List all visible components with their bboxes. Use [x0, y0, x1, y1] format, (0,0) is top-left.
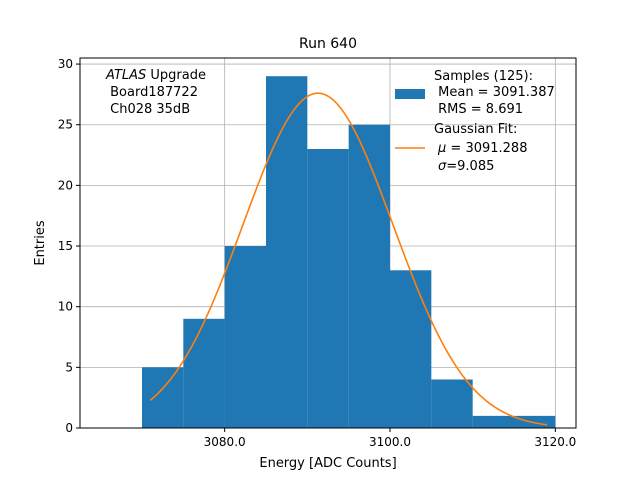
legend-samples-rms: RMS = 8.691 [434, 102, 523, 117]
histogram-bar [142, 367, 184, 428]
legend-mu-value: = 3091.288 [446, 141, 527, 156]
y-axis-ticks: 0 5 10 15 20 25 30 [58, 57, 80, 435]
y-tick-label: 30 [58, 57, 73, 71]
y-tick-label: 15 [58, 239, 73, 253]
y-tick-label: 0 [65, 421, 73, 435]
legend: Samples (125): Mean = 3091.387 RMS = 8.6… [395, 69, 555, 174]
annotation-upgrade-word: Upgrade [146, 68, 206, 83]
legend-samples-title: Samples (125): [434, 69, 533, 84]
annotation-line-2: Board187722 [106, 85, 198, 100]
annotation-atlas-word: ATLAS [105, 68, 146, 83]
legend-fit-sigma: σ=9.085 [438, 159, 494, 174]
legend-sigma-value: =9.085 [446, 159, 494, 174]
chart-title: Run 640 [299, 36, 357, 52]
y-tick-label: 5 [65, 360, 73, 374]
y-tick-label: 10 [58, 300, 73, 314]
legend-sigma-symbol: σ [438, 159, 447, 174]
histogram-bar [348, 124, 390, 428]
histogram-bars [142, 76, 556, 429]
legend-samples-mean: Mean = 3091.387 [434, 85, 555, 100]
annotation-line-1: ATLAS Upgrade [105, 68, 206, 83]
gaussian-fit-curve [149, 92, 548, 426]
x-axis-ticks: 3080.0 3100.0 3120.0 [204, 428, 576, 449]
histogram-bar [183, 318, 225, 428]
atlas-annotation: ATLAS Upgrade Board187722 Ch028 35dB [105, 68, 206, 117]
histogram-bar [266, 76, 308, 429]
histogram-bar [307, 148, 349, 428]
y-tick-label: 20 [58, 178, 73, 192]
legend-samples-patch [395, 89, 425, 99]
annotation-line-3: Ch028 35dB [106, 102, 190, 117]
plot-frame [79, 57, 577, 429]
y-axis-label: Entries [33, 220, 48, 266]
x-axis-label: Energy [ADC Counts] [259, 456, 396, 471]
x-tick-label: 3120.0 [534, 435, 576, 449]
legend-fit-title: Gaussian Fit: [434, 122, 517, 137]
x-tick-label: 3080.0 [204, 435, 246, 449]
histogram-bar [431, 379, 473, 428]
legend-fit-mu: μ = 3091.288 [437, 141, 527, 156]
x-tick-label: 3100.0 [369, 435, 411, 449]
histogram-bar [390, 270, 432, 428]
histogram-bar [224, 246, 266, 428]
y-tick-label: 25 [58, 118, 73, 132]
legend-mu-symbol: μ [437, 141, 446, 156]
histogram-bar [514, 415, 556, 428]
histogram-bar [472, 415, 514, 428]
